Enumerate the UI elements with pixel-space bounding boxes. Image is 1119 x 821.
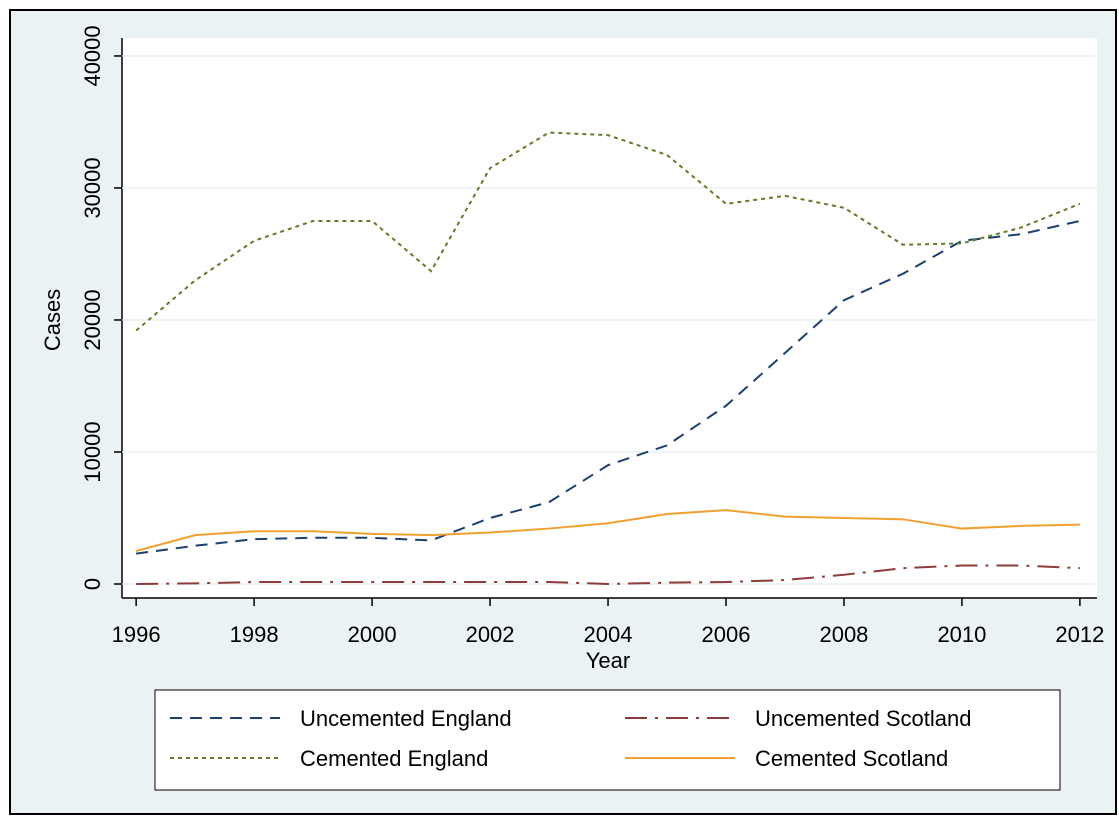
y-tick-label: 40000 (80, 25, 105, 86)
x-tick-label: 1998 (230, 622, 279, 647)
series-line (136, 564, 1080, 586)
legend-label: Uncemented England (300, 706, 512, 731)
legend-label: Uncemented Scotland (755, 706, 971, 731)
y-axis-label: Cases (40, 289, 65, 351)
x-tick-label: 2010 (937, 622, 986, 647)
x-tick-label: 1996 (112, 622, 161, 647)
x-tick-label: 2012 (1055, 622, 1104, 647)
legend-box (154, 689, 1061, 791)
x-axis-label: Year (586, 648, 630, 673)
series-line (135, 509, 1080, 552)
y-tick-label: 10000 (80, 421, 105, 482)
y-tick-label: 0 (80, 578, 105, 590)
series-line (136, 219, 1081, 555)
plot-area (122, 38, 1097, 598)
y-tick-label: 30000 (80, 157, 105, 218)
x-tick-label: 2008 (819, 622, 868, 647)
x-tick-label: 2000 (348, 622, 397, 647)
y-tick-label: 20000 (80, 289, 105, 350)
x-tick-label: 2004 (584, 622, 633, 647)
series-line (135, 131, 1081, 332)
legend-label: Cemented Scotland (755, 746, 948, 771)
x-tick-label: 2006 (702, 622, 751, 647)
legend-label: Cemented England (300, 746, 488, 771)
x-tick-label: 2002 (466, 622, 515, 647)
